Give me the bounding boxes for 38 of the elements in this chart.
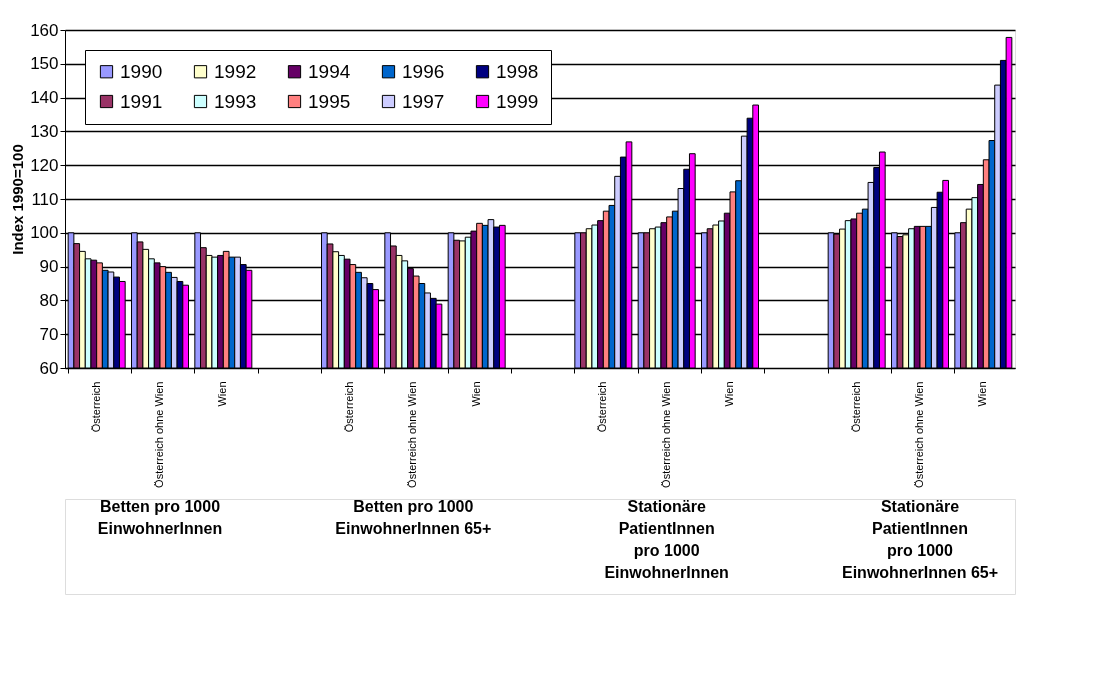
x-tick-label: Österreich xyxy=(343,381,355,433)
y-tick-label: 150 xyxy=(30,54,59,74)
legend-label: 1997 xyxy=(402,90,445,112)
legend-label: 1998 xyxy=(496,60,539,82)
y-tick-label: 140 xyxy=(30,88,59,108)
text: Stationäre PatientInnen pro 1000 EinwohnerInnen 65+ xyxy=(841,498,999,581)
legend-label: 1993 xyxy=(214,90,257,112)
y-tick-label: 90 xyxy=(39,257,59,277)
legend-label: 1992 xyxy=(214,60,257,82)
x-tick-label: Wien xyxy=(976,381,989,407)
x-tick-label: Wien xyxy=(723,381,735,407)
legend-label: 1991 xyxy=(120,90,163,112)
legend-label: 1996 xyxy=(402,60,445,82)
x-tick-label: Österreich xyxy=(596,381,609,433)
x-tick-label: Österreich ohne Wien xyxy=(659,381,672,488)
y-tick-label: 110 xyxy=(31,189,59,209)
text: Betten pro 1000 EinwohnerInnen 65+ xyxy=(335,498,492,537)
x-tick-label: Wien xyxy=(469,381,482,407)
legend-label: 1990 xyxy=(120,60,163,82)
x-tick-label: Österreich ohne Wien xyxy=(153,381,165,488)
x-tick-label: Österreich xyxy=(89,381,102,433)
y-tick-label: 120 xyxy=(30,155,59,175)
y-tick-label: 160 xyxy=(30,20,59,40)
legend-label: 1999 xyxy=(496,90,539,112)
y-tick-label: 60 xyxy=(39,358,59,378)
x-tick-label: Österreich ohne Wien xyxy=(406,381,419,488)
x-tick-label: Wien xyxy=(216,381,229,407)
legend-label: 1995 xyxy=(308,90,351,112)
y-tick-label: 130 xyxy=(30,121,59,141)
y-tick-label: 100 xyxy=(30,223,59,243)
y-tick-label: 80 xyxy=(39,290,59,310)
y-axis-title: Index 1990=100 xyxy=(9,144,27,255)
x-tick-label: Österreich ohne Wien xyxy=(913,381,925,488)
legend-label: 1994 xyxy=(308,60,351,82)
x-tick-label: Österreich xyxy=(849,381,862,433)
y-tick-label: 70 xyxy=(39,324,59,344)
text: Stationäre PatientInnen pro 1000 EinwohnerInnen xyxy=(604,498,729,581)
text: Betten pro 1000 EinwohnerInnen xyxy=(97,498,223,537)
